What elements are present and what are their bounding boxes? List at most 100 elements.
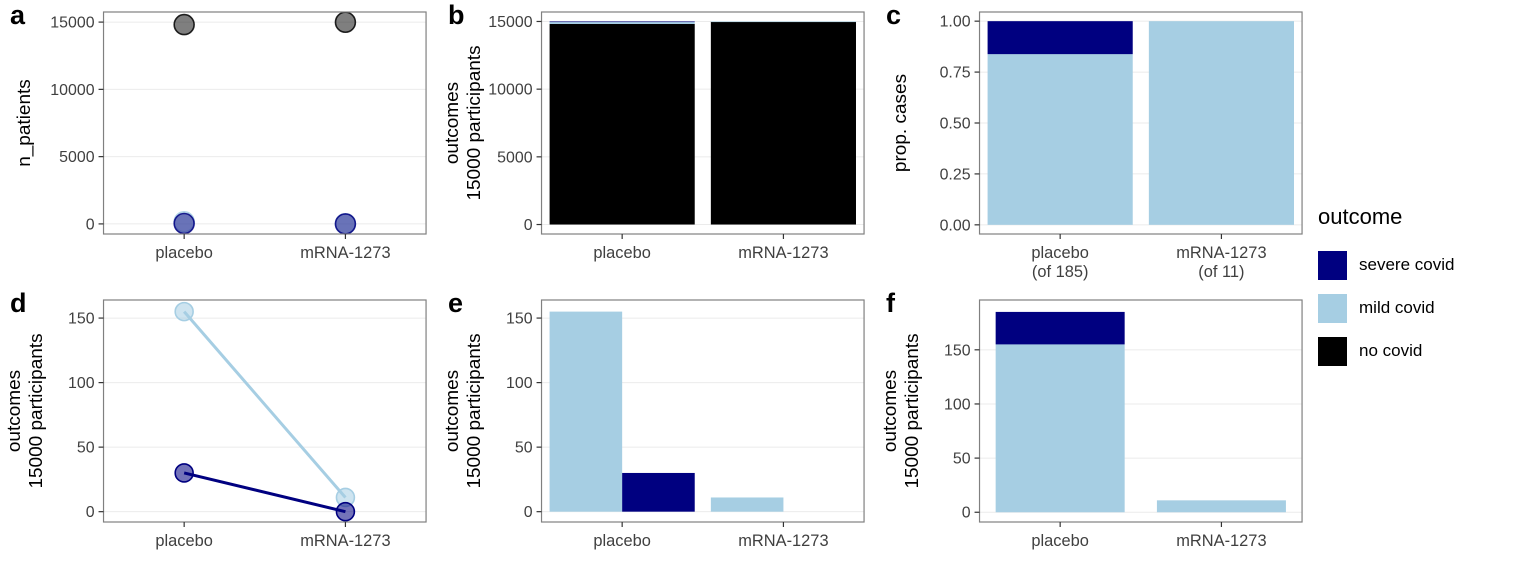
bar-mild-covid [710,497,784,512]
panel-a: a 0 5000 10000 15000 placebo mRNA-1273 n_patie… [0,0,438,288]
x-tick-label: mRNA-1273 [300,532,390,550]
y-tick-label: 0.50 [940,115,971,132]
bar-mild-covid [710,21,856,23]
y-tick-label: 100 [68,375,95,392]
severe-covid-swatch [1318,250,1347,280]
legend-item-mild-covid: mild covid [1318,293,1536,323]
plot-area [103,300,427,522]
y-tick-label: 0 [86,216,95,233]
y-tick-label: 15000 [488,14,532,31]
x-tick-label: mRNA-1273 [300,244,390,262]
legend: outcome severe covid mild covid no covid [1314,0,1536,576]
bar-mild-covid [1156,500,1286,513]
y-tick-label: 50 [953,451,971,468]
panel-tag-c: c [886,0,902,30]
line-mild-covid [183,310,347,499]
panel-border [540,299,865,523]
y-tick-label: 0.00 [940,217,971,234]
y-tick-label: 0 [524,217,533,234]
y-tick-label: 1.00 [940,14,971,31]
y-axis-title: outcomes [442,370,463,452]
y-tick-label: 5000 [59,149,95,166]
panel-border [102,299,427,523]
bar-mild-covid [1148,21,1294,225]
chart-a-n-patients: 0 5000 10000 15000 placebo mRNA-1273 n_patient… [14,11,427,262]
y-tick-label: 50 [77,440,95,457]
point-severe-covid [174,463,194,483]
panel-b: b 0 5000 10000 15000 placebo mRNA-1273 outcome… [438,0,876,288]
x-tick-label: placebo [593,244,651,262]
x-tick-label: (of 11) [1198,263,1244,281]
no-covid-swatch [1318,336,1347,366]
bar-mild-covid [987,54,1133,225]
panel-tag-e: e [448,288,464,318]
line-severe-covid [183,471,346,514]
chart-e-outcomes-dodged-bars: 0 50 100 150 placebo mRNA-1273 outcomes 15000 p… [442,299,865,550]
chart-c-prop-cases: 0.00 0.25 0.50 0.75 1.00 placebo(of 185) mRNA-… [890,11,1303,281]
x-tick-label: placebo [155,244,213,262]
point-mild-covid [174,301,194,322]
y-axis-title: outcomes [4,370,25,452]
point-severe-covid [173,212,195,235]
mild-covid-swatch [1318,293,1347,323]
panel-c: c 0.00 0.25 0.50 0.75 1.00 placebo (of 185) mRN… [876,0,1314,288]
y-axis-title: 15000 participants [464,45,485,200]
panel-tag-a: a [10,0,26,30]
y-axis-title: outcomes [442,82,463,164]
x-tick-label: placebo [155,532,213,550]
bar-no-covid [549,23,695,225]
x-tick-label: mRNA-1273 [1176,532,1266,550]
legend-item-label: no covid [1359,341,1423,360]
chart-d-outcomes-lines: 0 50 100 150 placebo mRNA-1273 outcomes 15000 p… [4,299,427,550]
y-tick-label: 100 [944,396,971,413]
chart-f-outcomes-stacked-bars: 0 50 100 150 placebo mRNA-1273 outcomes 15000 p… [880,299,1303,550]
y-tick-label: 10000 [50,82,94,99]
panel-border [978,299,1303,523]
x-tick-label: placebo [1031,532,1089,550]
bar-severe-covid [549,21,695,23]
y-tick-label: 50 [515,440,533,457]
panel-border [540,11,865,235]
chart-b-outcomes-stacked: 0 5000 10000 15000 placebo mRNA-1273 outcomes 1… [442,11,865,262]
y-tick-label: 150 [944,342,971,359]
y-axis-title: prop. cases [890,74,911,172]
point-severe-covid [334,213,357,235]
bar-no-covid [710,21,856,225]
x-tick-label: mRNA-1273 [1176,244,1266,262]
y-axis-title: 15000 participants [902,333,923,488]
panel-border [978,11,1303,235]
bar-mild-covid [995,344,1125,513]
bar-severe-covid [995,311,1125,345]
panel-border [102,11,427,235]
x-tick-label: (of 185) [1032,263,1089,281]
y-tick-label: 150 [506,311,533,328]
panel-tag-d: d [10,288,27,318]
bar-mild-covid [549,311,623,512]
point-no-covid [173,13,195,36]
x-tick-label: placebo [593,532,651,550]
panel-tag-b: b [448,0,465,30]
y-tick-label: 0.75 [940,65,971,82]
y-tick-label: 150 [68,311,95,328]
bar-mild-covid [549,21,695,24]
panel-f: f 0 50 100 150 placebo mRNA-1273 outcomes 15000… [876,288,1314,576]
y-tick-label: 15000 [50,15,94,32]
y-tick-label: 0.25 [940,166,971,183]
legend-item-label: severe covid [1359,255,1455,274]
legend-item-severe-covid: severe covid [1318,250,1536,280]
panel-tag-f: f [886,288,895,318]
x-tick-label: placebo [1031,244,1089,262]
bar-severe-covid [987,21,1133,55]
y-tick-label: 0 [524,504,533,521]
plot-area [103,12,427,234]
legend-item-no-covid: no covid [1318,336,1536,366]
y-axis-title: n_patients [14,79,35,167]
y-tick-label: 0 [962,505,971,522]
y-axis-title: 15000 participants [26,333,47,488]
y-tick-label: 10000 [488,82,532,99]
x-tick-label: mRNA-1273 [738,532,828,550]
y-tick-label: 100 [506,375,533,392]
point-no-covid [334,11,357,34]
panel-d: d 0 50 100 150 placebo mRNA-1273 outcomes 15000… [0,288,438,576]
